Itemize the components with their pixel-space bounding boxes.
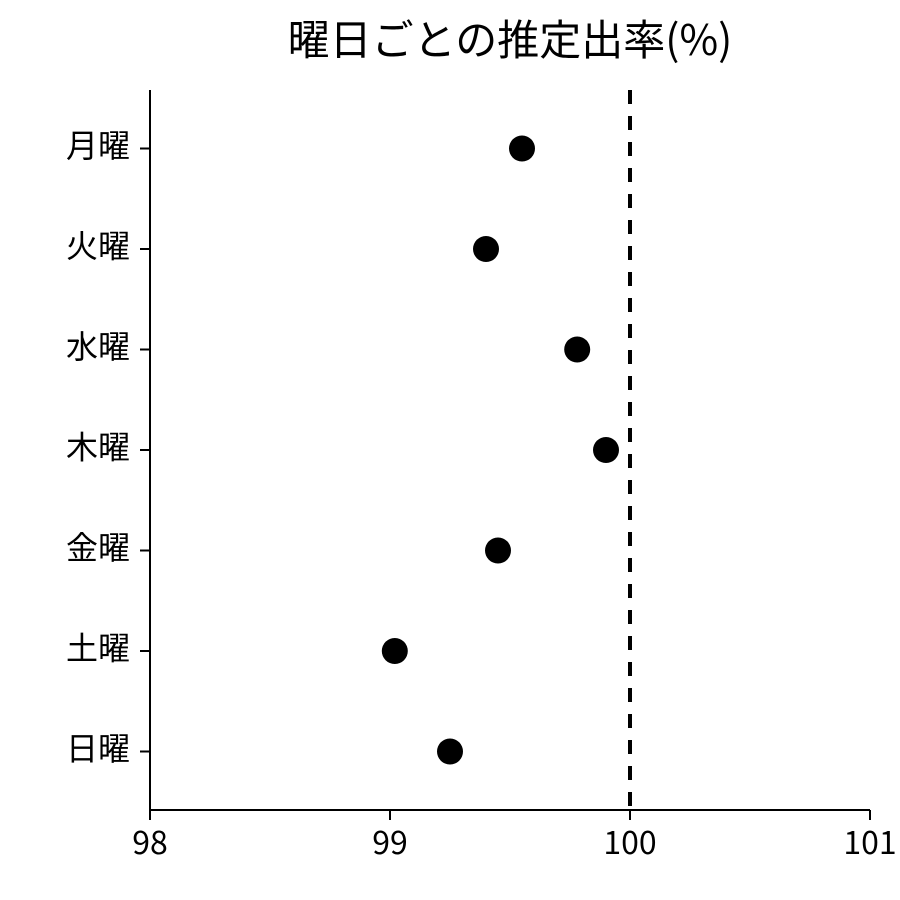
dot-plot-chart: 曜日ごとの推定出率(%) 98 99 100 101 月曜火曜水曜木曜金曜土曜日曜 — [0, 0, 900, 900]
data-point — [509, 136, 535, 162]
x-tick-label: 101 — [843, 818, 896, 864]
data-point — [382, 638, 408, 664]
y-tick-label: 金曜 — [66, 523, 130, 569]
y-tick-label: 火曜 — [66, 222, 130, 268]
x-tick-label: 99 — [372, 818, 408, 864]
data-point — [593, 437, 619, 463]
data-point — [437, 739, 463, 765]
x-tick-label: 100 — [603, 818, 656, 864]
y-tick-label: 月曜 — [66, 121, 130, 167]
data-point — [473, 236, 499, 262]
x-tick-label: 98 — [132, 818, 168, 864]
chart-title: 曜日ごとの推定出率(%) — [288, 7, 733, 68]
data-point — [564, 337, 590, 363]
data-point — [485, 538, 511, 564]
y-tick-label: 水曜 — [66, 322, 130, 368]
y-tick-label: 木曜 — [66, 423, 130, 469]
y-tick-label: 日曜 — [66, 724, 130, 770]
y-tick-label: 土曜 — [66, 624, 130, 670]
